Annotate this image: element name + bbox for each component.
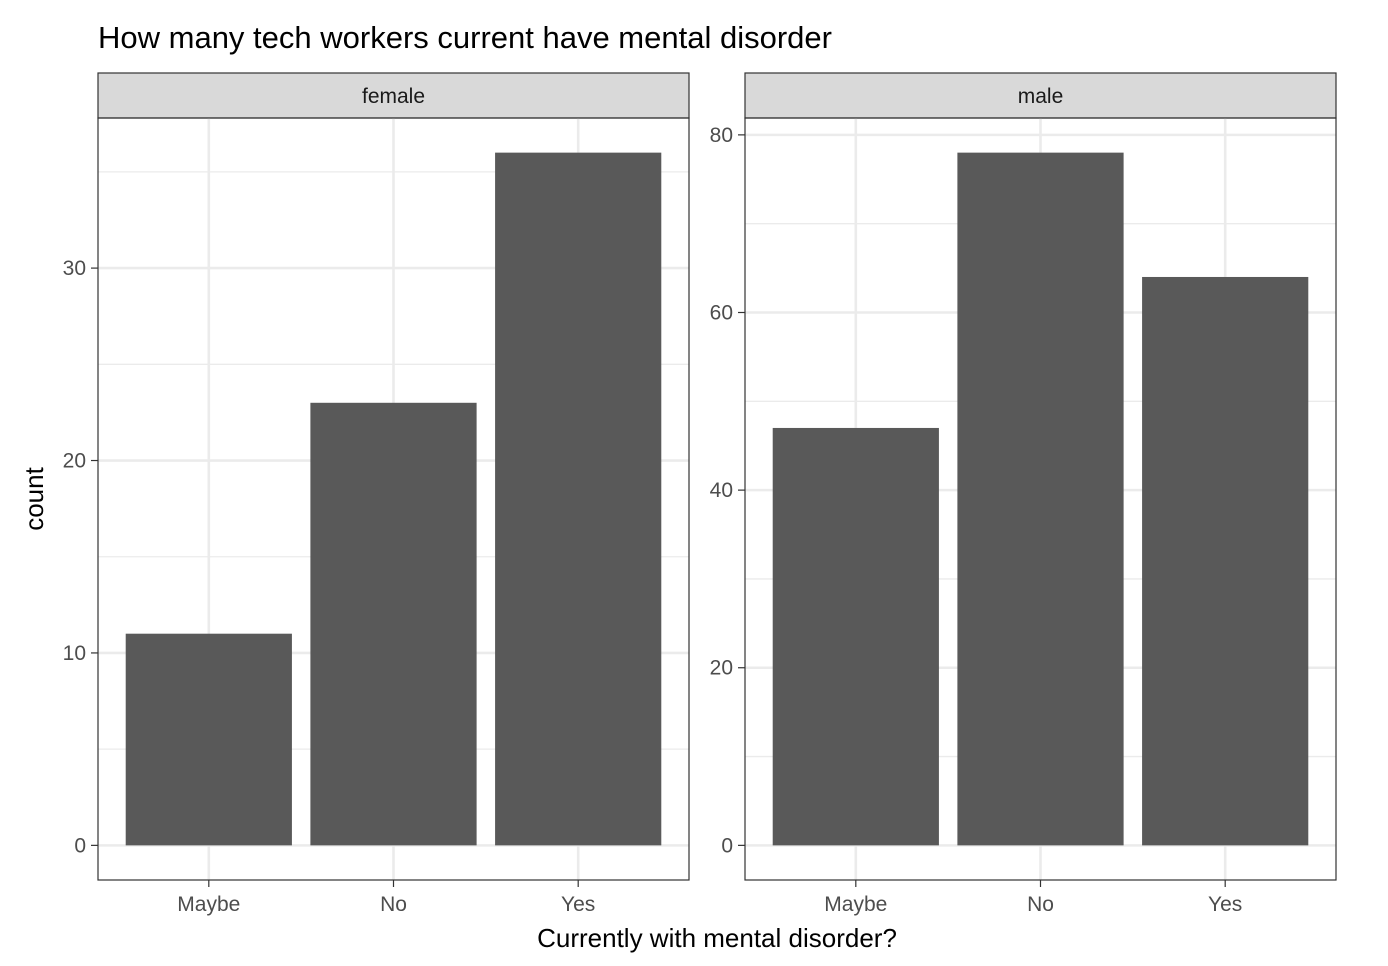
y-tick-label: 30: [63, 257, 86, 280]
y-tick-label: 20: [63, 450, 86, 473]
facet-panels: female 0 10 20 30 Maybe No Yes male 0 20 40 60 80 Mayb…: [63, 72, 1337, 916]
y-tick-label: 0: [74, 834, 86, 857]
bar-female-yes: [495, 152, 662, 846]
y-tick-label: 60: [710, 301, 733, 324]
chart-title: How many tech workers current have menta…: [98, 20, 832, 55]
y-tick-label: 10: [63, 642, 86, 665]
x-tick-label: Yes: [561, 893, 595, 916]
strip-label-male: male: [1018, 85, 1064, 108]
y-tick-label: 40: [710, 479, 733, 502]
bar-male-yes: [1142, 276, 1309, 846]
x-tick-label: No: [1027, 893, 1054, 916]
strip-label-female: female: [362, 85, 425, 108]
y-tick-label: 0: [721, 834, 733, 857]
x-axis-title: Currently with mental disorder?: [537, 923, 897, 953]
x-tick-label: Maybe: [177, 893, 240, 916]
strip-background: [744, 72, 1337, 119]
strip-background: [97, 72, 690, 119]
y-axis-title: count: [19, 466, 49, 530]
x-tick-label: Maybe: [824, 893, 887, 916]
x-tick-label: No: [380, 893, 407, 916]
bar-female-no: [310, 402, 477, 846]
bar-male-maybe: [772, 427, 939, 846]
facet-panel-male: male 0 20 40 60 80 Maybe No Yes: [710, 72, 1337, 916]
facet-panel-female: female 0 10 20 30 Maybe No Yes: [63, 72, 690, 916]
y-tick-label: 20: [710, 657, 733, 680]
bar-male-no: [957, 152, 1124, 846]
x-tick-label: Yes: [1208, 893, 1242, 916]
bar-female-maybe: [125, 633, 292, 846]
y-tick-label: 80: [710, 124, 733, 147]
